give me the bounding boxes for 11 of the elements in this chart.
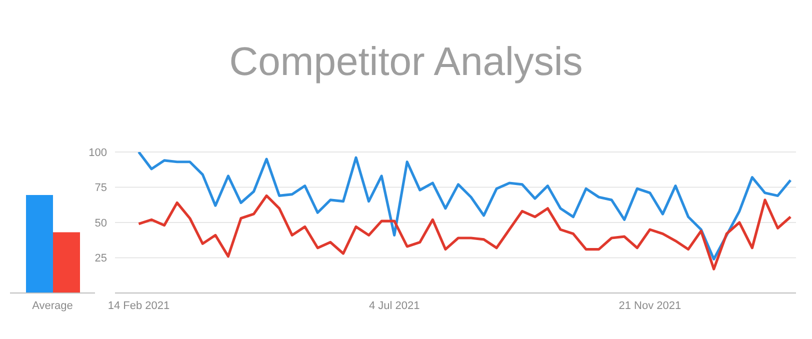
x-tick-label: Average [32, 300, 73, 312]
chart-title: Competitor Analysis [229, 40, 583, 84]
y-tick-label: 100 [88, 146, 107, 159]
line-series [137, 152, 792, 260]
x-tick-label: 4 Jul 2021 [368, 300, 420, 312]
line-series [137, 194, 792, 270]
y-tick-label: 75 [94, 182, 107, 194]
y-tick-label: 25 [94, 252, 107, 265]
y-tick-label: 50 [94, 217, 107, 230]
x-tick-label: 14 Feb 2021 [108, 300, 170, 312]
x-tick-label: 21 Nov 2021 [618, 300, 682, 312]
